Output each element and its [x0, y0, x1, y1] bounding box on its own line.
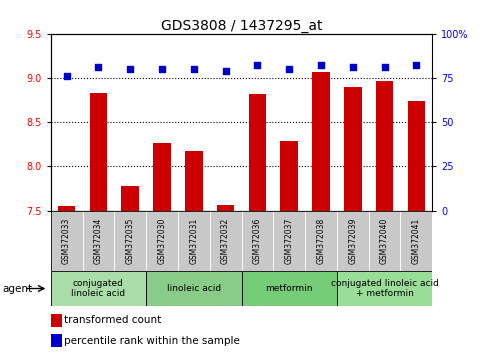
Bar	[51, 211, 83, 271]
Point	[63, 73, 71, 79]
Text: linoleic acid: linoleic acid	[167, 284, 221, 293]
Text: GSM372037: GSM372037	[284, 217, 294, 264]
Text: GSM372033: GSM372033	[62, 217, 71, 264]
Bar	[369, 211, 400, 271]
Bar	[51, 334, 62, 347]
Bar	[58, 206, 75, 211]
Text: GSM372040: GSM372040	[380, 217, 389, 264]
Text: conjugated linoleic acid
+ metformin: conjugated linoleic acid + metformin	[331, 279, 439, 298]
Point	[190, 66, 198, 72]
Text: GSM372036: GSM372036	[253, 217, 262, 264]
Point	[349, 64, 356, 70]
Point	[158, 66, 166, 72]
Text: transformed count: transformed count	[64, 315, 162, 325]
Bar	[312, 72, 330, 211]
Bar	[344, 87, 362, 211]
Point	[285, 66, 293, 72]
Bar	[242, 211, 273, 271]
Bar	[217, 205, 234, 211]
Text: GSM372038: GSM372038	[316, 218, 326, 264]
Bar	[281, 141, 298, 211]
Point	[254, 63, 261, 68]
Bar	[337, 271, 432, 306]
Text: metformin: metformin	[266, 284, 313, 293]
Bar	[83, 211, 114, 271]
Text: GSM372035: GSM372035	[126, 217, 135, 264]
Bar	[210, 211, 242, 271]
Bar	[121, 186, 139, 211]
Point	[381, 64, 388, 70]
Text: GSM372041: GSM372041	[412, 218, 421, 264]
Bar	[153, 143, 171, 211]
Bar	[51, 314, 62, 327]
Bar	[408, 101, 425, 211]
Bar	[146, 211, 178, 271]
Bar	[185, 152, 202, 211]
Text: percentile rank within the sample: percentile rank within the sample	[64, 336, 241, 346]
Point	[412, 63, 420, 68]
Text: GSM372034: GSM372034	[94, 217, 103, 264]
Bar	[305, 211, 337, 271]
Bar	[51, 271, 146, 306]
Text: conjugated
linoleic acid: conjugated linoleic acid	[71, 279, 126, 298]
Text: GSM372030: GSM372030	[157, 217, 167, 264]
Text: GSM372039: GSM372039	[348, 217, 357, 264]
Bar	[146, 271, 242, 306]
Bar	[249, 94, 266, 211]
Bar	[337, 211, 369, 271]
Point	[317, 63, 325, 68]
Point	[127, 66, 134, 72]
Bar	[90, 93, 107, 211]
Text: GSM372032: GSM372032	[221, 218, 230, 264]
Bar	[376, 81, 393, 211]
Text: agent: agent	[2, 284, 32, 293]
Bar	[114, 211, 146, 271]
Bar	[178, 211, 210, 271]
Bar	[273, 211, 305, 271]
Point	[222, 68, 229, 74]
Text: GSM372031: GSM372031	[189, 218, 199, 264]
Bar	[242, 271, 337, 306]
Bar	[400, 211, 432, 271]
Point	[95, 64, 102, 70]
Title: GDS3808 / 1437295_at: GDS3808 / 1437295_at	[161, 19, 322, 33]
